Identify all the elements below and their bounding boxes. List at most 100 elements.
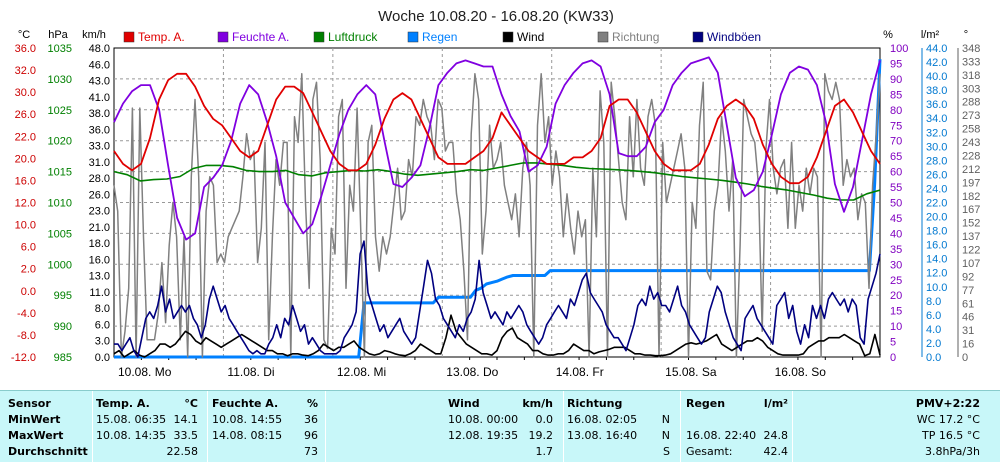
legend: Temp. A. Feuchte A. Luftdruck Regen Wind Rich… [123,30,761,44]
wind-tick-label: 38.0 [89,108,110,120]
wind-max-value: 19.2 [528,429,554,442]
legend-swatch [692,31,704,43]
temp-axis-unit: °C [18,29,30,41]
direction-header: Richtung [567,397,623,410]
humidity-tick-label: 15 [890,306,902,318]
humidity-tick-label: 50 [890,198,902,210]
weather-chart: Woche 10.08.20 - 16.08.20 (KW33) °C hPa … [11,8,980,379]
humidity-axis-unit: % [883,29,893,41]
temp-tick-label: 22.0 [15,131,36,143]
direction-tick-label: 197 [962,177,980,189]
chart-title: Woche 10.08.20 - 16.08.20 (KW33) [378,8,614,25]
legend-label: Wind [517,30,544,44]
rain-max-time: 16.08. 22:40 [686,429,757,442]
pressure-axis-unit: hPa [48,29,68,41]
dew-point-value: TP 16.5 °C [921,429,980,442]
rain-tick-label: 38.0 [926,85,947,97]
temp-tick-label: 36.0 [15,43,36,55]
series-line-richtung [113,73,881,358]
temp-tick-label: -8.0 [17,330,36,342]
pressure-tick-label: 1010 [48,198,72,210]
rain-tick-label: 12.0 [926,268,947,280]
direction-tick-label: 61 [962,298,974,310]
rain-tick-label: 24.0 [926,183,947,195]
rain-total-value: 42.4 [763,445,789,458]
direction-tick-label: 182 [962,191,980,203]
rain-tick-label: 40.0 [926,71,947,83]
humidity-unit: % [306,397,318,410]
wind-tick-label: 31.0 [89,157,110,169]
series-line-wind [113,314,881,358]
wind-tick-label: 6.0 [95,319,110,331]
pressure-tick-label: 1025 [48,105,72,117]
rain-unit: l/m² [763,397,788,410]
wind-tick-label: 23.0 [89,206,110,218]
pressure-trend-value: 3.8hPa/3h [924,445,980,458]
humidity-tick-label: 35 [890,244,902,256]
x-tick-label: 13.08. Do [446,365,498,379]
pressure-tick-label: 1015 [48,167,72,179]
humidity-tick-label: 75 [890,120,902,132]
temp-tick-label: 12.0 [15,198,36,210]
wind-tick-label: 11.0 [89,287,110,299]
rain-tick-label: 2.0 [926,338,941,350]
rain-tick-label: 0.0 [926,352,941,364]
legend-label: Windböen [707,30,761,44]
temp-tick-label: 26.0 [15,109,36,121]
x-tick-label: 16.08. So [775,365,827,379]
direction-max-time: 13.08. 16:40 [567,429,638,442]
wind-min-value: 0.0 [535,413,554,426]
series-line-feuchte-a [113,56,881,241]
direction-tick-label: 77 [962,285,974,297]
direction-tick-label: 318 [962,70,980,82]
direction-tick-label: 16 [962,339,974,351]
rain-tick-label: 4.0 [926,324,941,336]
legend-swatch [502,31,514,43]
direction-tick-label: 167 [962,204,980,216]
humidity-tick-label: 10 [890,321,902,333]
pressure-tick-label: 1000 [48,259,72,271]
rain-tick-label: 42.0 [926,57,947,69]
temp-tick-label: 30.0 [15,87,36,99]
axes: 10.08. Mo 11.08. Di 12.08. Mi 13.08. Do 14.0… [11,43,980,379]
pressure-tick-label: 1005 [48,228,72,240]
wind-axis-unit: km/h [82,29,106,41]
humidity-min-value: 36 [304,413,318,426]
wind-header: Wind [448,397,480,410]
wind-tick-label: 46.0 [89,59,110,71]
wind-tick-label: 28.0 [89,173,110,185]
temp-tick-label: 10.0 [15,220,36,232]
humidity-max-time: 14.08. 08:15 [212,429,283,442]
direction-tick-label: 348 [962,43,980,55]
rain-tick-label: 36.0 [926,99,947,111]
temp-tick-label: 32.0 [15,65,36,77]
wind-tick-label: 43.0 [89,76,110,88]
wind-chill-value: WC 17.2 °C [916,413,980,426]
humidity-tick-label: 100 [890,43,908,55]
legend-label: Luftdruck [328,30,378,44]
pressure-tick-label: 985 [54,352,72,364]
temp-tick-label: 0.0 [21,286,36,298]
direction-axis-unit: ° [964,29,968,41]
legend-label: Temp. A. [138,30,185,44]
rain-tick-label: 32.0 [926,127,947,139]
stats-table: Sensor MinWert MaxWert Durchschnitt Temp… [0,390,1000,462]
temp-tick-label: -4.0 [17,308,36,320]
direction-tick-label: 31 [962,325,974,337]
rain-tick-label: 30.0 [926,141,947,153]
rain-tick-label: 22.0 [926,198,947,210]
series-line-regen [114,59,882,359]
humidity-tick-label: 80 [890,105,902,117]
wind-tick-label: 48.0 [89,43,110,55]
legend-label: Feuchte A. [232,30,289,44]
temp-avg-value: 22.58 [166,445,199,458]
humidity-tick-label: 40 [890,228,902,240]
temp-min-time: 15.08. 06:35 [96,413,167,426]
pmv-header: PMV+2:22 [915,397,980,410]
humidity-tick-label: 70 [890,136,902,148]
wind-tick-label: 16.0 [89,254,110,266]
humidity-min-time: 10.08. 14:55 [212,413,283,426]
humidity-tick-label: 45 [890,213,902,225]
direction-min-value: N [661,413,670,426]
direction-tick-label: 46 [962,312,974,324]
